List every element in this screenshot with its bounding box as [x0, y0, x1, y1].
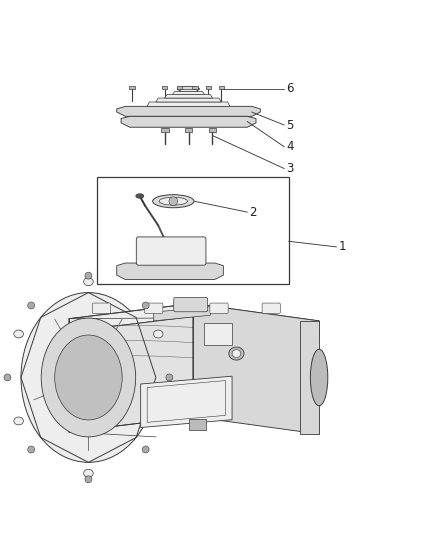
FancyBboxPatch shape: [136, 237, 206, 265]
Bar: [219, 86, 224, 90]
Polygon shape: [179, 90, 198, 92]
Text: 6: 6: [286, 83, 294, 95]
Bar: [161, 128, 169, 132]
Polygon shape: [117, 263, 223, 279]
Circle shape: [142, 446, 149, 453]
Circle shape: [169, 197, 178, 206]
Text: 2: 2: [250, 206, 257, 219]
Polygon shape: [165, 94, 212, 98]
Ellipse shape: [136, 194, 144, 198]
Ellipse shape: [152, 195, 194, 208]
FancyBboxPatch shape: [210, 303, 228, 313]
Polygon shape: [147, 102, 230, 107]
Ellipse shape: [229, 347, 244, 360]
Bar: [162, 86, 167, 90]
Bar: [208, 128, 216, 132]
FancyBboxPatch shape: [262, 303, 280, 313]
Ellipse shape: [14, 417, 23, 425]
Bar: [129, 86, 134, 90]
Bar: [185, 128, 192, 132]
Text: 4: 4: [286, 140, 294, 154]
Polygon shape: [193, 303, 319, 434]
Bar: [205, 86, 211, 90]
Circle shape: [85, 476, 92, 483]
Polygon shape: [117, 107, 260, 116]
Ellipse shape: [169, 118, 208, 125]
Text: 5: 5: [286, 118, 294, 132]
Ellipse shape: [84, 278, 93, 286]
Text: 3: 3: [286, 162, 294, 175]
Ellipse shape: [178, 86, 199, 92]
Circle shape: [28, 446, 35, 453]
Polygon shape: [69, 317, 193, 432]
Ellipse shape: [14, 330, 23, 338]
Ellipse shape: [21, 293, 156, 462]
FancyBboxPatch shape: [174, 297, 208, 312]
Bar: [97, 177, 289, 284]
Polygon shape: [154, 306, 210, 321]
Bar: [192, 86, 198, 90]
Polygon shape: [156, 98, 221, 102]
Circle shape: [166, 374, 173, 381]
Ellipse shape: [176, 119, 201, 124]
Polygon shape: [69, 303, 319, 334]
Bar: [177, 86, 183, 90]
Polygon shape: [121, 116, 256, 127]
Ellipse shape: [159, 197, 187, 205]
Polygon shape: [300, 321, 319, 434]
Ellipse shape: [153, 330, 163, 338]
Polygon shape: [141, 376, 232, 427]
FancyBboxPatch shape: [145, 303, 163, 313]
Circle shape: [142, 302, 149, 309]
Ellipse shape: [153, 417, 163, 425]
Bar: [188, 419, 206, 430]
Circle shape: [4, 374, 11, 381]
Ellipse shape: [84, 470, 93, 477]
Text: 1: 1: [339, 240, 346, 253]
Ellipse shape: [232, 350, 241, 358]
Ellipse shape: [311, 349, 328, 406]
Circle shape: [85, 272, 92, 279]
FancyBboxPatch shape: [92, 303, 111, 313]
Bar: [204, 323, 232, 345]
Circle shape: [28, 302, 35, 309]
Ellipse shape: [55, 335, 122, 420]
Polygon shape: [173, 92, 205, 94]
Ellipse shape: [41, 318, 136, 437]
